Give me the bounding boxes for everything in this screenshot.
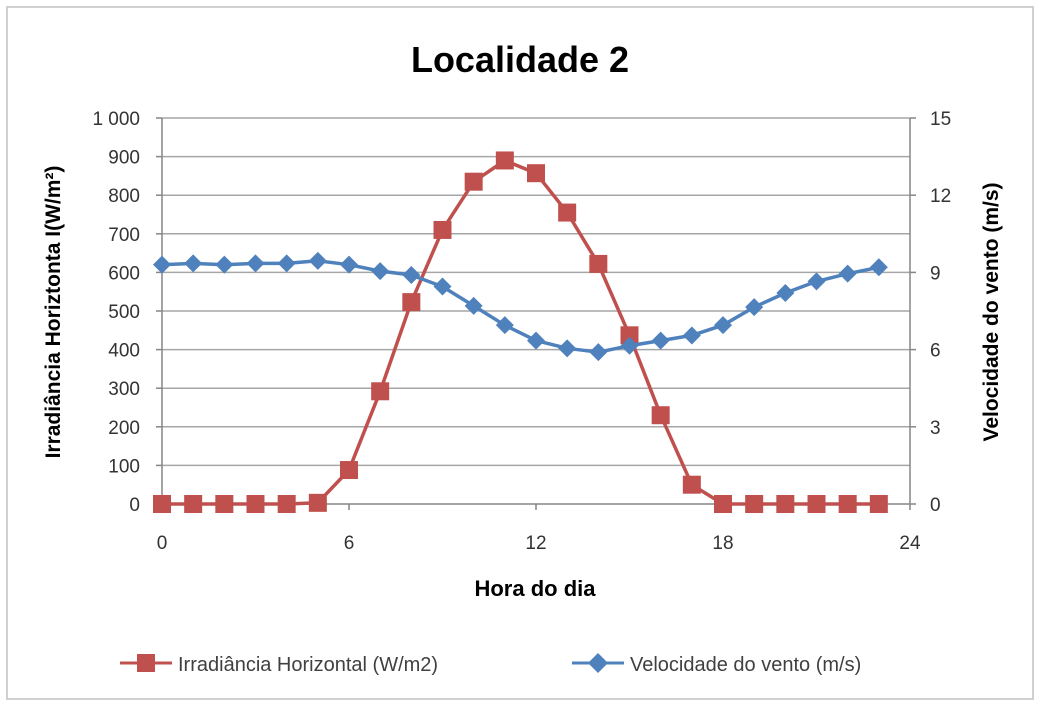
left-tick-label: 400 <box>108 341 140 362</box>
data-point <box>464 296 483 315</box>
data-point <box>184 495 203 513</box>
legend-item-wind: Velocidade do vento (m/s) <box>572 653 861 676</box>
x-tick-label: 18 <box>712 533 733 554</box>
left-axis-ticks: 0 100 200 300 400 500 600 700 800 900 1 000 <box>92 109 140 516</box>
legend-marker-diamond <box>588 653 608 673</box>
data-point <box>682 326 701 345</box>
data-point <box>682 475 701 494</box>
x-tick-label: 6 <box>344 533 355 554</box>
data-point <box>371 262 390 281</box>
data-point <box>651 406 670 425</box>
data-point <box>215 255 234 274</box>
data-point <box>246 495 265 513</box>
data-point <box>340 255 358 274</box>
data-point <box>869 258 888 277</box>
right-tick-label: 9 <box>930 263 941 284</box>
legend-marker-square <box>137 654 155 672</box>
data-point <box>495 151 514 170</box>
x-tick-label: 24 <box>899 533 921 554</box>
left-tick-label: 200 <box>108 418 140 439</box>
x-axis-ticks: 0 6 12 18 24 <box>157 533 921 554</box>
series-irradiance <box>153 151 888 513</box>
left-axis-label: Irradiância Horiztonta I(W/m²) <box>42 166 65 459</box>
right-tick-label: 15 <box>930 109 951 130</box>
x-tick-label: 0 <box>157 533 168 554</box>
data-point <box>869 495 888 513</box>
data-point <box>433 277 452 296</box>
right-tick-label: 0 <box>930 495 941 516</box>
data-point <box>807 272 826 291</box>
left-tick-label: 900 <box>108 148 140 169</box>
series-wind <box>153 251 888 362</box>
left-tick-label: 1 000 <box>92 109 140 130</box>
grid-lines <box>162 117 910 467</box>
left-tick-label: 500 <box>108 302 140 323</box>
left-tick-label: 0 <box>129 495 140 516</box>
left-tick-label: 700 <box>108 225 140 246</box>
data-point <box>277 495 296 513</box>
data-point <box>464 172 483 191</box>
series-line <box>161 259 880 354</box>
right-axis-label: Velocidade do vento (m/s) <box>980 182 1003 441</box>
data-point <box>776 495 795 513</box>
legend-label-irradiance: Irradiância Horizontal (W/m2) <box>178 654 438 676</box>
data-point <box>527 331 545 350</box>
data-point <box>433 220 452 239</box>
data-point <box>402 265 421 284</box>
x-tick-label: 12 <box>525 533 546 554</box>
data-point <box>558 339 577 358</box>
chart-title: Localidade 2 <box>411 39 629 80</box>
left-tick-label: 800 <box>108 186 140 207</box>
data-point <box>558 203 577 222</box>
data-point <box>589 343 608 362</box>
right-tick-label: 6 <box>930 341 941 362</box>
right-tick-label: 12 <box>930 186 951 207</box>
x-axis-label: Hora do dia <box>474 576 596 601</box>
left-tick-label: 300 <box>108 379 140 400</box>
data-point <box>402 293 421 312</box>
data-point <box>277 254 296 273</box>
data-point <box>714 495 732 513</box>
data-point <box>807 495 826 513</box>
left-tick-label: 100 <box>108 456 140 477</box>
data-point <box>495 316 514 335</box>
chart-frame <box>6 6 1034 700</box>
data-point <box>308 251 327 270</box>
data-point <box>340 461 358 480</box>
data-point <box>745 495 764 513</box>
right-axis-ticks: 0 3 6 9 12 15 <box>930 109 951 516</box>
data-point <box>838 264 857 283</box>
legend-label-wind: Velocidade do vento (m/s) <box>630 654 861 676</box>
data-point <box>371 382 390 401</box>
data-point <box>153 255 171 274</box>
data-point <box>589 254 608 273</box>
data-point <box>651 331 670 350</box>
legend-item-irradiance: Irradiância Horizontal (W/m2) <box>120 654 438 676</box>
data-point <box>153 495 171 513</box>
data-point <box>246 254 265 273</box>
data-point <box>776 283 795 302</box>
data-point <box>184 254 203 273</box>
data-point <box>527 164 545 183</box>
data-point <box>714 316 732 335</box>
data-point <box>620 336 639 355</box>
data-point <box>745 298 764 317</box>
series-layer <box>153 151 888 513</box>
legend: Irradiância Horizontal (W/m2) Velocidade… <box>120 653 861 676</box>
data-point <box>620 326 639 345</box>
data-point <box>308 493 327 512</box>
left-tick-label: 600 <box>108 263 140 284</box>
data-point <box>838 495 857 513</box>
data-point <box>215 495 234 513</box>
right-tick-label: 3 <box>930 418 941 439</box>
